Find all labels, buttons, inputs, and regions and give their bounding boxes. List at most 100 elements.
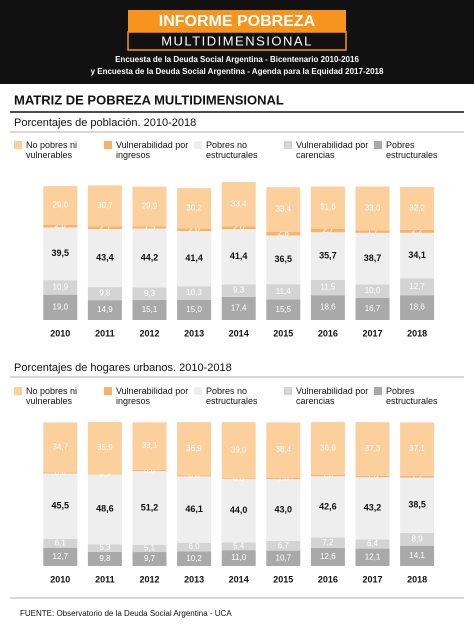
bar-segment: [355, 477, 390, 540]
value-label: 10,7: [276, 553, 292, 562]
value-label: 1,7: [367, 227, 379, 236]
x-tick-label: 2013: [184, 328, 204, 338]
value-label: 29,9: [142, 202, 158, 211]
bar-segment: [132, 544, 167, 553]
bar-segment: [221, 550, 256, 566]
value-label: 18,6: [409, 303, 425, 312]
legend-label: Vulnerabilidad por carencias: [296, 386, 369, 406]
header-title-line2: MULTIDIMENSIONAL: [161, 33, 313, 48]
bar-segment: [43, 538, 78, 548]
bar-segment: [87, 185, 122, 227]
value-label: 38,7: [364, 253, 382, 263]
bar-segment: [310, 279, 345, 296]
value-label: 41,4: [230, 251, 248, 261]
bar-segment: [221, 226, 256, 230]
value-label: 37,3: [365, 444, 381, 453]
bar-segment: [310, 295, 345, 320]
x-tick-label: 2017: [362, 328, 382, 338]
value-label: 41,4: [185, 253, 203, 263]
title-frame: [127, 31, 347, 51]
x-tick-label: 2012: [139, 328, 159, 338]
bar-segment: [266, 235, 301, 285]
value-label: 0,8: [144, 466, 156, 475]
value-label: 44,2: [141, 252, 159, 262]
bar-segment: [310, 232, 345, 280]
legend-swatch: [284, 141, 292, 149]
x-tick-label: 2010: [50, 574, 70, 584]
bar-segment: [43, 472, 78, 474]
legend-item: Pobres no estructurales: [194, 386, 284, 406]
value-label: 48,6: [96, 504, 114, 514]
value-label: 6,7: [278, 541, 290, 550]
x-tick-label: 2012: [139, 574, 159, 584]
legend-item: No pobres ni vulnerables: [14, 386, 104, 406]
value-label: 7,2: [322, 538, 334, 547]
bar-segment: [266, 299, 301, 320]
value-label: 1,0: [278, 474, 290, 483]
x-tick-label: 2010: [50, 328, 70, 338]
bar-segment: [43, 224, 78, 228]
value-label: 12,7: [409, 282, 425, 291]
value-label: 10,3: [186, 288, 202, 297]
value-label: 30,2: [186, 203, 202, 212]
bar-segment: [355, 422, 390, 476]
bar-segment: [177, 286, 212, 300]
x-tick-label: 2018: [407, 574, 427, 584]
value-label: 38,5: [408, 500, 426, 510]
value-label: 2,7: [322, 226, 334, 235]
bar-segment: [132, 287, 167, 300]
bar-segment: [87, 287, 122, 301]
bar-segment: [177, 188, 212, 229]
footer-source: FUENTE: Observatorio de la Deuda Social …: [20, 609, 232, 618]
value-label: 2,0: [233, 223, 245, 232]
bar-segment: [266, 540, 301, 551]
value-label: 15,5: [276, 305, 292, 314]
value-label: 35,9: [97, 443, 113, 452]
value-label: 11,5: [320, 283, 336, 292]
chart-title: Porcentajes de población. 2010-2018: [14, 117, 196, 129]
legend-swatch: [194, 141, 202, 149]
legend-swatch: [104, 141, 112, 149]
bar-segment: [132, 422, 167, 470]
value-label: 12,6: [320, 552, 336, 561]
legend: No pobres ni vulnerables Vulnerabilidad p…: [14, 386, 464, 406]
bar-segment: [43, 227, 78, 281]
value-label: 30,7: [97, 201, 113, 210]
bar-segment: [87, 551, 122, 566]
value-label: 15,1: [142, 305, 158, 314]
bar-segment: [221, 422, 256, 479]
legend-swatch: [284, 387, 292, 395]
bar-segment: [400, 545, 435, 566]
value-label: 38,4: [276, 445, 292, 454]
value-label: 9,8: [99, 289, 111, 298]
bar-segment: [221, 542, 256, 551]
legend-swatch: [194, 387, 202, 395]
legend-swatch: [374, 141, 382, 149]
bar-segment: [400, 186, 435, 230]
value-label: 43,4: [96, 253, 114, 263]
value-label: 8,9: [412, 534, 424, 543]
bar-segment: [132, 228, 167, 288]
value-label: 51,2: [141, 502, 159, 512]
value-label: 14,1: [409, 551, 425, 560]
value-label: 18,6: [320, 303, 336, 312]
header-subtitle: y Encuesta de la Deuda Social Argentina …: [91, 67, 384, 76]
bar-segment: [400, 278, 435, 296]
legend-label: No pobres ni vulnerables: [26, 140, 78, 160]
value-label: 5,3: [99, 543, 111, 552]
value-label: 2,2: [412, 226, 424, 235]
value-label: 1,0: [367, 472, 379, 481]
value-label: 36,5: [275, 254, 293, 264]
x-tick-label: 2014: [229, 574, 249, 584]
bar-segment: [400, 475, 435, 478]
title-box: [128, 10, 346, 32]
legend-label: Vulnerabilidad por ingresos: [116, 386, 189, 406]
bar-segment: [132, 552, 167, 566]
x-tick-label: 2018: [407, 328, 427, 338]
value-label: 6,1: [55, 538, 67, 547]
value-label: 0,8: [55, 468, 67, 477]
bar-segment: [355, 186, 390, 231]
value-label: 11,0: [231, 553, 247, 562]
bar-segment: [43, 547, 78, 566]
bar-segment: [310, 547, 345, 566]
